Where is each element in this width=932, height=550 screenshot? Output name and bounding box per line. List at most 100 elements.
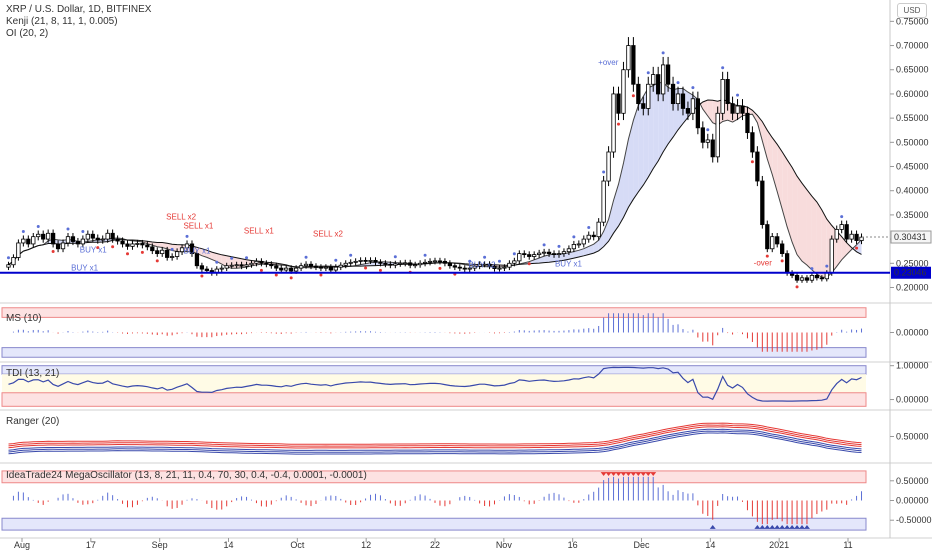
candle-body	[626, 45, 631, 71]
y-tick-label: -0.50000	[896, 515, 932, 525]
signal-label: SELL x1	[244, 226, 274, 235]
candle-body	[155, 250, 160, 255]
candle-body	[95, 237, 100, 241]
x-tick-label: Oct	[290, 540, 305, 550]
candle-body	[581, 238, 586, 245]
y-tick-label: 0.20000	[896, 282, 929, 292]
candle-body	[735, 105, 740, 114]
y-tick-label: 0.50000	[896, 432, 929, 442]
y-tick-label: 0.50000	[896, 137, 929, 147]
ma-cloud	[608, 200, 614, 242]
y-tick-label: 0.00000	[896, 496, 929, 506]
candle-body	[249, 262, 254, 266]
candle-body	[403, 262, 408, 265]
signal-dot	[750, 160, 754, 164]
ma-cloud	[787, 159, 793, 243]
signal-dot	[319, 273, 323, 277]
candle-body	[819, 277, 824, 280]
ma-cloud	[792, 167, 798, 255]
signal-label: SELL x2	[313, 230, 343, 239]
pane-label-mega: IdeaTrade24 MegaOscillator (13, 8, 21, 1…	[6, 470, 367, 481]
signal-dot	[349, 253, 353, 257]
candle-body	[705, 139, 710, 143]
symbol-title: XRP / U.S. Dollar, 1D, BITFINEX	[6, 4, 152, 15]
candle-body	[462, 267, 467, 270]
candle-body	[631, 45, 636, 85]
candle-body	[695, 98, 700, 129]
signal-dot	[855, 246, 859, 250]
mega-sell-arrow	[625, 472, 632, 477]
currency-badge[interactable]: USD	[897, 3, 927, 18]
signal-dot	[140, 250, 144, 254]
mega-sell-arrow	[645, 472, 652, 477]
signal-dot	[676, 81, 680, 85]
candle-body	[546, 251, 552, 255]
signal-dot	[587, 226, 591, 229]
candle-body	[259, 260, 264, 264]
candle-body	[383, 262, 388, 265]
candle-body	[725, 79, 730, 105]
candle-body	[323, 266, 329, 269]
ma-cloud	[777, 144, 783, 210]
candle-body	[298, 265, 304, 269]
ma-cloud	[221, 254, 227, 267]
ma-cloud	[618, 163, 624, 227]
candle-body	[11, 257, 16, 266]
pane-label-ranger: Ranger (20)	[6, 416, 60, 427]
candle-body	[293, 267, 299, 272]
candle-body	[537, 252, 542, 255]
signal-label: BUY x1	[80, 246, 108, 255]
ma-cloud	[573, 250, 579, 259]
candle-body	[120, 240, 125, 245]
candle-body	[522, 253, 527, 256]
ma-cloud	[549, 254, 555, 263]
ma-cloud	[856, 239, 862, 255]
candle-body	[219, 267, 224, 270]
x-tick-label: 14	[223, 540, 233, 550]
ma-cloud	[802, 183, 807, 266]
ma-cloud	[529, 259, 535, 264]
pane-label-ms: MS (10)	[6, 313, 42, 324]
ma-cloud	[365, 262, 371, 266]
candle-body	[849, 233, 854, 240]
signal-dot	[721, 66, 725, 70]
chart-legend: XRP / U.S. Dollar, 1D, BITFINEX Kenji (2…	[6, 4, 151, 39]
candle-body	[780, 243, 785, 255]
signal-dot	[170, 247, 174, 251]
candle-body	[700, 127, 705, 143]
ma-cloud	[578, 248, 584, 258]
candle-body	[422, 261, 428, 264]
candle-body	[794, 274, 800, 281]
candle-body	[839, 224, 844, 230]
last-price-label: 0.30431	[894, 232, 927, 242]
ma-cloud	[782, 151, 788, 227]
candle-body	[447, 262, 453, 267]
candle-body	[656, 74, 661, 95]
signal-dot	[572, 235, 576, 239]
signal-dot	[274, 273, 278, 277]
candle-body	[229, 264, 234, 267]
y-tick-label: 0.25000	[896, 258, 929, 268]
slow-ma-line	[8, 99, 862, 268]
candle-body	[646, 83, 651, 109]
candle-body	[586, 234, 591, 240]
ma-cloud	[583, 246, 589, 256]
signal-label: +over	[598, 58, 619, 67]
candle-body	[834, 229, 839, 240]
candle-body	[844, 224, 849, 240]
ma-cloud	[836, 231, 842, 267]
candle-body	[135, 243, 140, 245]
candle-body	[388, 263, 393, 266]
ma-cloud	[643, 87, 649, 186]
y-tick-label: 0.55000	[896, 113, 929, 123]
signal-dot	[378, 268, 382, 272]
candle-body	[765, 224, 770, 250]
x-tick-label: 22	[430, 540, 440, 550]
candle-body	[854, 233, 859, 241]
candle-body	[165, 249, 170, 258]
candle-body	[799, 277, 805, 281]
ranger-upper-line	[8, 424, 862, 447]
candle-body	[274, 265, 279, 269]
candle-body	[571, 244, 577, 250]
x-tick-label: Dec	[633, 540, 650, 550]
